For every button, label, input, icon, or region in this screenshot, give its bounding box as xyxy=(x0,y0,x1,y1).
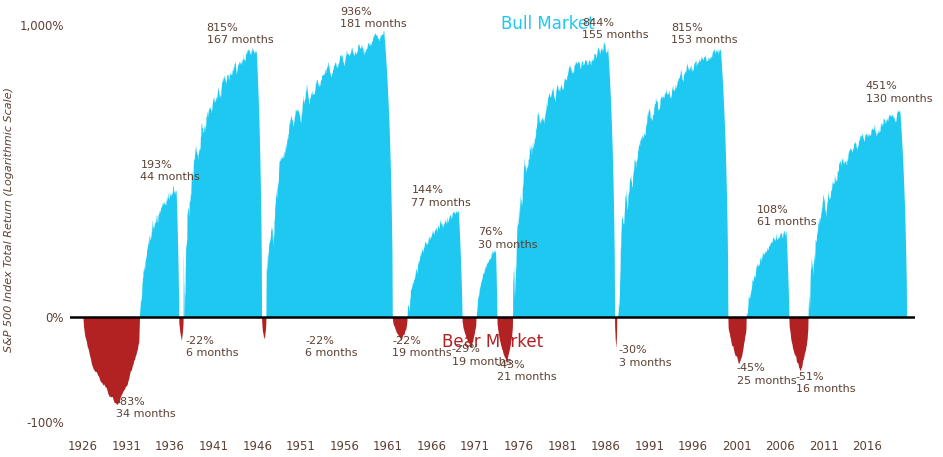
Text: 108%: 108% xyxy=(756,205,788,215)
Text: 76%: 76% xyxy=(478,227,503,237)
Text: 61 months: 61 months xyxy=(756,218,816,227)
Text: 19 months: 19 months xyxy=(452,356,511,367)
Text: -29%: -29% xyxy=(452,344,480,354)
Text: 6 months: 6 months xyxy=(186,348,239,358)
Text: 936%: 936% xyxy=(340,7,372,17)
Text: 16 months: 16 months xyxy=(796,384,855,394)
Text: -22%: -22% xyxy=(306,336,334,346)
Text: 153 months: 153 months xyxy=(671,35,737,45)
Text: 844%: 844% xyxy=(583,18,614,28)
Text: -45%: -45% xyxy=(736,363,766,373)
Text: 19 months: 19 months xyxy=(392,348,452,358)
Text: 155 months: 155 months xyxy=(583,30,649,40)
Text: 3 months: 3 months xyxy=(619,358,671,367)
Text: 193%: 193% xyxy=(141,160,173,170)
Text: -22%: -22% xyxy=(392,336,422,346)
Text: 44 months: 44 months xyxy=(141,172,200,182)
Text: -43%: -43% xyxy=(497,360,525,370)
Text: 30 months: 30 months xyxy=(478,239,538,250)
Text: 34 months: 34 months xyxy=(116,409,175,419)
Text: 167 months: 167 months xyxy=(207,35,273,45)
Text: 21 months: 21 months xyxy=(497,372,556,383)
Text: 6 months: 6 months xyxy=(306,348,357,358)
Text: Bull Market: Bull Market xyxy=(501,15,594,33)
Text: 815%: 815% xyxy=(207,22,239,32)
Text: -83%: -83% xyxy=(116,397,144,407)
Text: 815%: 815% xyxy=(671,22,703,32)
Text: -22%: -22% xyxy=(186,336,215,346)
Text: 77 months: 77 months xyxy=(411,197,472,207)
Text: Bear Market: Bear Market xyxy=(442,333,543,351)
Text: 181 months: 181 months xyxy=(340,19,406,29)
Text: -51%: -51% xyxy=(796,372,824,382)
Y-axis label: S&P 500 Index Total Return (Logarithmic Scale): S&P 500 Index Total Return (Logarithmic … xyxy=(4,87,14,352)
Text: -30%: -30% xyxy=(619,345,648,355)
Text: 451%: 451% xyxy=(866,81,898,91)
Text: 130 months: 130 months xyxy=(866,94,932,104)
Text: 25 months: 25 months xyxy=(736,376,796,386)
Text: 144%: 144% xyxy=(411,185,443,195)
